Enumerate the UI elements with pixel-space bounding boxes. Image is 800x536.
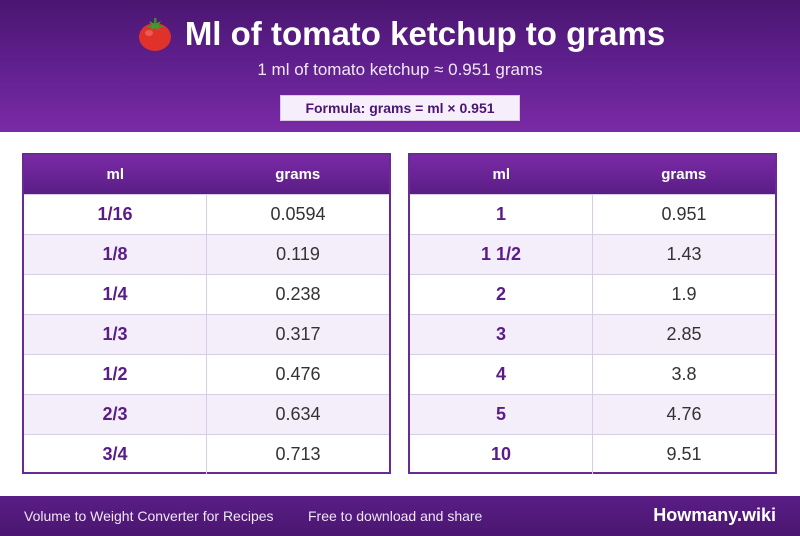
cell-grams: 1.43: [666, 244, 702, 264]
cell-ml: 1: [410, 195, 593, 234]
footer-brand: Howmany.wiki: [653, 505, 776, 525]
cell-ml: 1/8: [24, 235, 207, 274]
cell-grams: 1.9: [671, 284, 697, 304]
column-header-ml: ml: [492, 166, 510, 183]
cell-ml: 5: [410, 395, 593, 434]
table-row: 2/3 0.634: [24, 394, 389, 434]
cell-grams: 0.119: [276, 244, 320, 264]
title-text: Ml of tomato ketchup to grams: [184, 15, 666, 52]
column-header-ml: ml: [106, 166, 124, 183]
conversion-table-left: ml grams 1/16 0.0594 1/8 0.119 1/4 0.238…: [22, 153, 391, 474]
table-row: 4 3.8: [410, 354, 775, 394]
page-title: Ml of tomato ketchup to grams: [0, 14, 800, 54]
table-row: 1/2 0.476: [24, 354, 389, 394]
table-row: 1 0.951: [410, 194, 775, 234]
conversion-table-right: ml grams 1 0.951 1 1/2 1.43 2 1.9 3 2.85…: [408, 153, 777, 474]
footer: Volume to Weight Converter for Recipes F…: [0, 496, 800, 536]
cell-ml: 1/16: [24, 195, 207, 234]
tomato-icon: [135, 14, 175, 54]
cell-ml: 1/4: [24, 275, 207, 314]
subtitle: 1 ml of tomato ketchup ≈ 0.951 grams: [257, 60, 543, 79]
cell-grams: 0.0594: [270, 204, 326, 224]
cell-grams: 0.476: [275, 364, 321, 384]
column-header-grams: grams: [275, 166, 321, 183]
table-row: 1/8 0.119: [24, 234, 389, 274]
table-row: 2 1.9: [410, 274, 775, 314]
table-header: ml grams: [410, 155, 775, 194]
table-row: 3 2.85: [410, 314, 775, 354]
table-row: 10 9.51: [410, 434, 775, 474]
cell-ml: 1/2: [24, 355, 207, 394]
cell-ml: 1/3: [24, 315, 207, 354]
cell-ml: 3: [410, 315, 593, 354]
table-row: 1/16 0.0594: [24, 194, 389, 234]
footer-share-text: Free to download and share: [308, 508, 483, 524]
cell-grams: 0.317: [275, 324, 321, 344]
cell-ml: 3/4: [24, 435, 207, 474]
cell-grams: 2.85: [666, 324, 702, 344]
table-row: 1 1/2 1.43: [410, 234, 775, 274]
cell-ml: 2/3: [24, 395, 207, 434]
cell-grams: 0.713: [275, 444, 321, 464]
table-row: 1/4 0.238: [24, 274, 389, 314]
table-row: 3/4 0.713: [24, 434, 389, 474]
table-row: 5 4.76: [410, 394, 775, 434]
cell-grams: 0.634: [275, 404, 321, 424]
cell-grams: 0.951: [661, 204, 707, 224]
footer-converter-text: Volume to Weight Converter for Recipes: [24, 508, 274, 524]
cell-grams: 4.76: [666, 404, 702, 424]
formula-badge: Formula: grams = ml × 0.951: [280, 95, 520, 121]
cell-grams: 9.51: [666, 444, 702, 464]
cell-ml: 4: [410, 355, 593, 394]
cell-grams: 3.8: [671, 364, 697, 384]
table-row: 1/3 0.317: [24, 314, 389, 354]
cell-ml: 1 1/2: [410, 235, 593, 274]
table-header: ml grams: [24, 155, 389, 194]
header: Ml of tomato ketchup to grams 1 ml of to…: [0, 0, 800, 132]
cell-ml: 10: [410, 435, 593, 474]
cell-ml: 2: [410, 275, 593, 314]
cell-grams: 0.238: [275, 284, 321, 304]
column-header-grams: grams: [661, 166, 707, 183]
